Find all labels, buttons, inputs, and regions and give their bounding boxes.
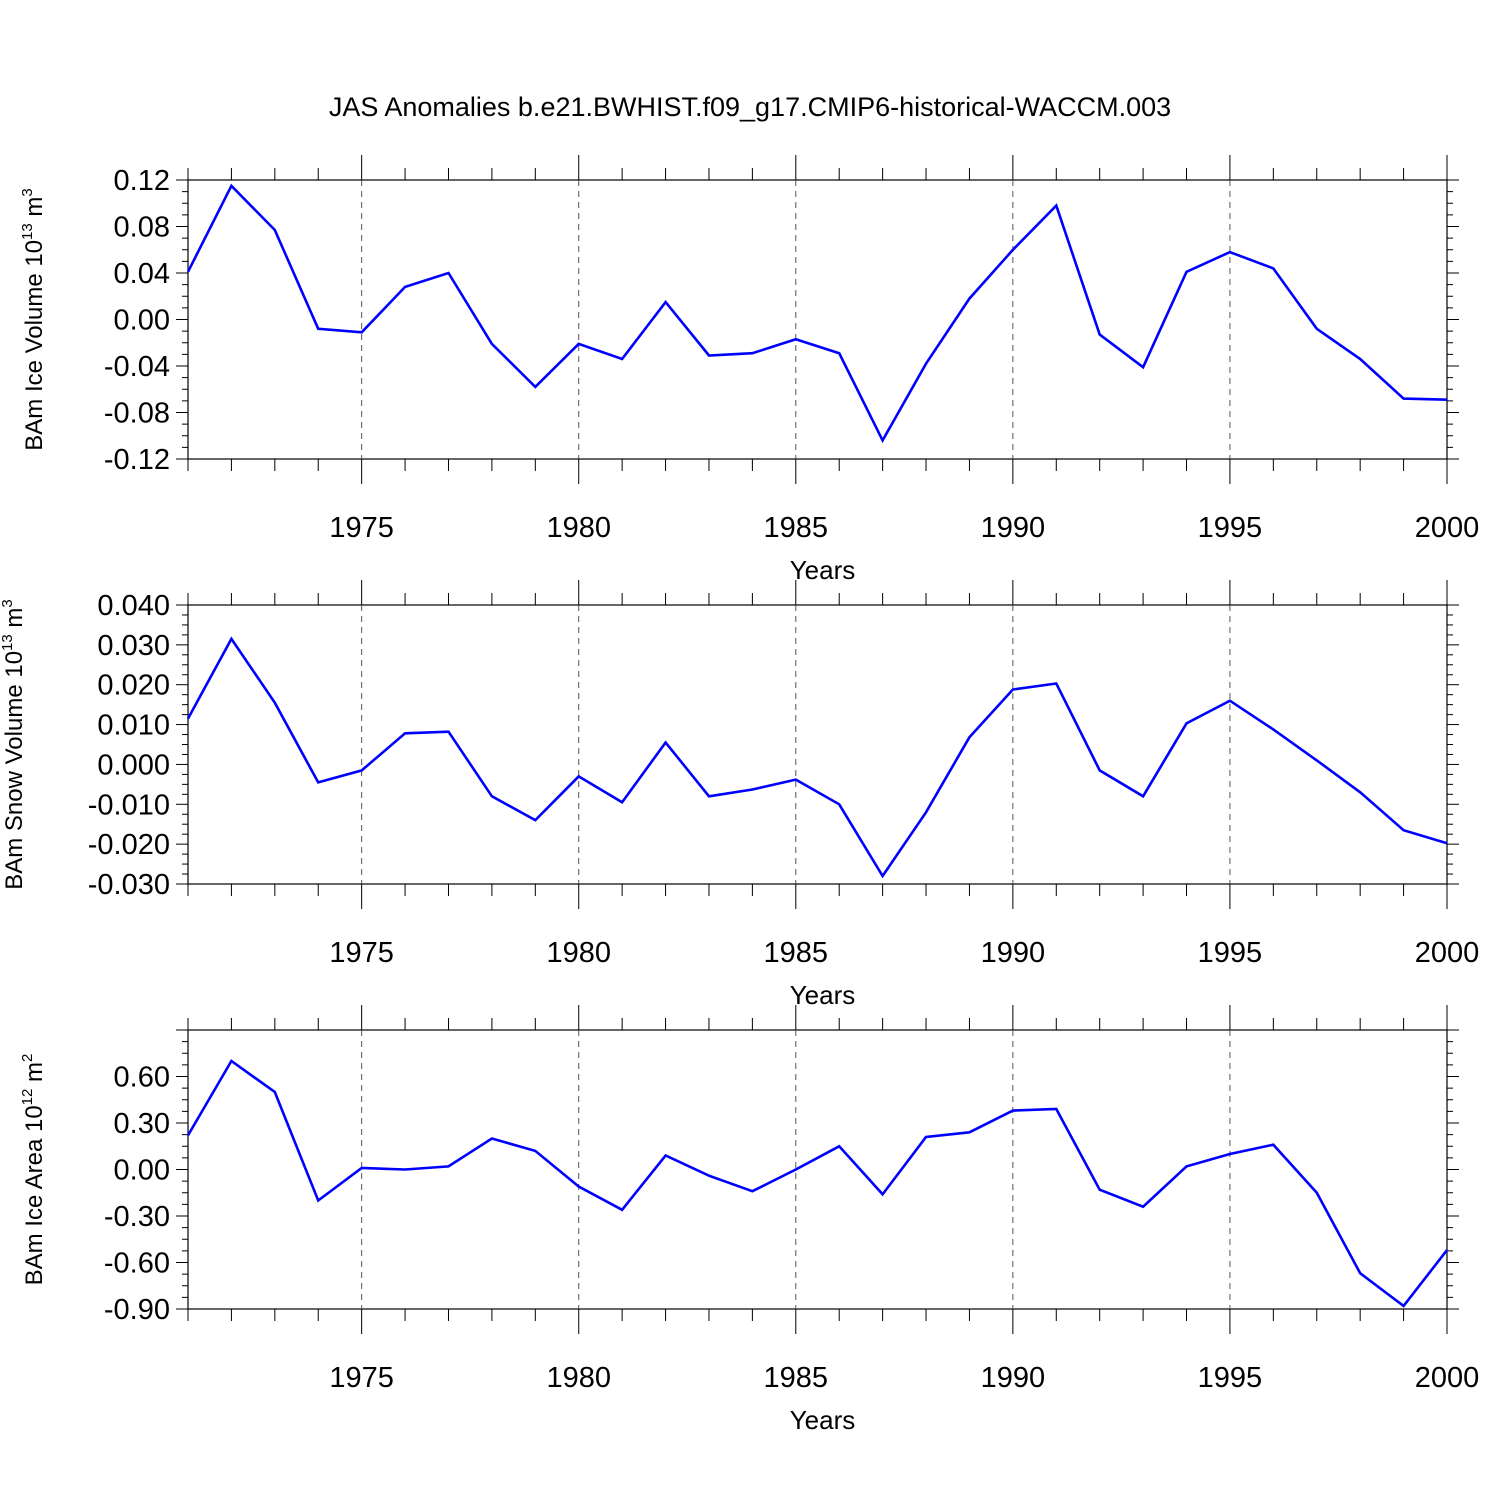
- x-axis-label: Years: [790, 1405, 856, 1435]
- y-tick-label: 0.30: [114, 1108, 170, 1140]
- x-tick-label: 1990: [981, 512, 1046, 544]
- x-tick-label: 1985: [764, 512, 829, 544]
- y-tick-label: 0.00: [114, 1155, 170, 1187]
- x-tick-label: 2000: [1415, 512, 1480, 544]
- chart-panel-1: 0.12 0.08 0.04 0.00 -0.04 -0.08 -0.12 1975 1980 1…: [19, 155, 1479, 585]
- x-tick-label: 1975: [329, 512, 394, 544]
- plot-frame: [187, 604, 1448, 885]
- series-line-1: [186, 183, 1448, 444]
- y-axis-label: BAm Snow Volume 1013 m3: [0, 599, 28, 890]
- x-tick-label: 1975: [329, 1362, 394, 1394]
- y-tick-label: -0.90: [104, 1294, 170, 1326]
- y-axis-label-part: BAm Ice Volume 10: [21, 240, 48, 451]
- y-tick-label: -0.04: [104, 351, 170, 383]
- y-tick-label: -0.60: [104, 1248, 170, 1280]
- plot-frame: [187, 179, 1448, 460]
- chart-panels: 0.12 0.08 0.04 0.00 -0.04 -0.08 -0.12 1975 1980 1…: [0, 155, 1479, 1435]
- x-tick-label: 2000: [1415, 1362, 1480, 1394]
- x-tick-label: 1975: [329, 937, 394, 969]
- x-tick-label: 1990: [981, 1362, 1046, 1394]
- chart-panel-3: 0.60 0.30 0.00 -0.30 -0.60 -0.90 1975 1980 1985 1…: [19, 1005, 1479, 1435]
- y-tick-label: 0.04: [114, 258, 170, 290]
- y-axis-label-part: 3: [0, 599, 16, 607]
- y-tick-label: -0.010: [88, 789, 170, 821]
- y-tick-label: 0.000: [97, 749, 170, 781]
- x-tick-label: 1980: [546, 937, 611, 969]
- y-axis-label-part: 3: [19, 188, 36, 196]
- series-line-1: [186, 1059, 1449, 1308]
- y-tick-label: 0.00: [114, 305, 170, 337]
- y-axis-label-part: m: [21, 197, 48, 224]
- y-tick-label: -0.020: [88, 829, 170, 861]
- y-tick-label: 0.040: [97, 590, 170, 622]
- y-tick-label: 0.030: [97, 630, 170, 662]
- y-axis-label-part: 13: [19, 223, 36, 240]
- y-axis-label-part: 12: [19, 1089, 36, 1106]
- x-tick-label: 1990: [981, 937, 1046, 969]
- y-axis-label-part: BAm Ice Area 10: [21, 1105, 48, 1285]
- y-axis-label-part: 2: [19, 1054, 36, 1062]
- y-axis-label-part: BAm Snow Volume 10: [1, 651, 28, 890]
- y-tick-label: 0.020: [97, 670, 170, 702]
- y-tick-label: -0.30: [104, 1201, 170, 1233]
- y-tick-label: 0.08: [114, 212, 170, 244]
- y-tick-label: -0.12: [104, 444, 170, 476]
- y-tick-label: 0.010: [97, 710, 170, 742]
- x-tick-label: 1995: [1198, 937, 1263, 969]
- chart-panel-2: 0.040 0.030 0.020 0.010 0.000 -0.010 -0.020 -0.…: [0, 580, 1479, 1010]
- x-axis-label: Years: [790, 555, 856, 585]
- y-axis-label-part: 13: [0, 634, 16, 651]
- x-tick-label: 1995: [1198, 512, 1263, 544]
- x-tick-label: 1980: [546, 512, 611, 544]
- y-tick-label: 0.12: [114, 165, 170, 197]
- x-tick-label: 1995: [1198, 1362, 1263, 1394]
- x-tick-label: 2000: [1415, 937, 1480, 969]
- y-axis-label-part: m: [1, 608, 28, 635]
- y-tick-label: 0.60: [114, 1062, 170, 1094]
- x-tick-label: 1985: [764, 937, 829, 969]
- y-axis-label: BAm Ice Volume 1013 m3: [19, 188, 48, 450]
- x-axis-label: Years: [790, 980, 856, 1010]
- x-tick-label: 1985: [764, 1362, 829, 1394]
- y-axis-label: BAm Ice Area 1012 m2: [19, 1054, 48, 1286]
- y-tick-label: -0.08: [104, 398, 170, 430]
- y-tick-label: -0.030: [88, 869, 170, 901]
- chart-title: JAS Anomalies b.e21.BWHIST.f09_g17.CMIP6…: [329, 92, 1171, 122]
- y-axis-label-part: m: [21, 1062, 48, 1089]
- x-tick-label: 1980: [546, 1362, 611, 1394]
- series-line-1: [186, 636, 1448, 879]
